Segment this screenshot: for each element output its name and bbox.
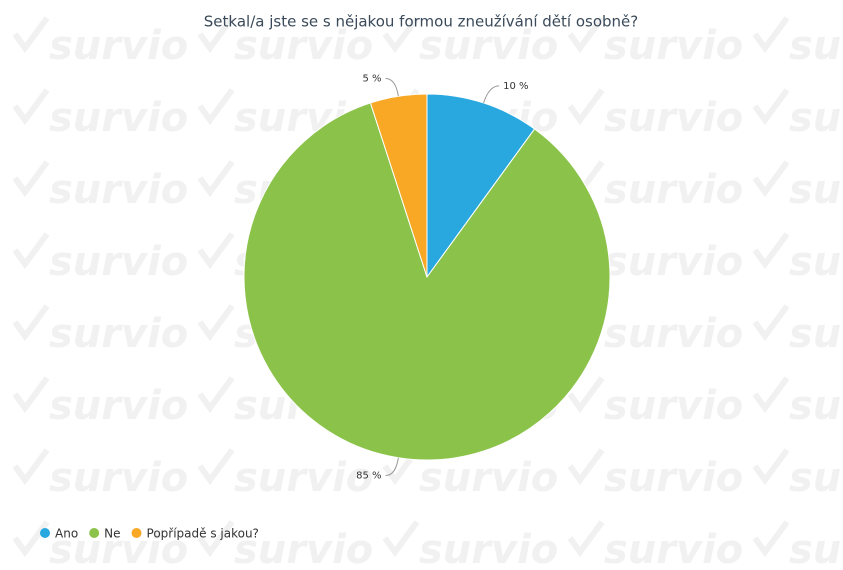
pie-slice [426, 93, 536, 279]
watermark-text: survio [789, 167, 843, 213]
watermark-text: survio [49, 311, 188, 357]
watermark-check [752, 304, 790, 342]
leader-line [385, 77, 399, 97]
watermark-text: survio [789, 455, 843, 501]
chart-title: Setkal/a jste se s nějakou formou zneuží… [204, 13, 638, 31]
watermark-check [752, 376, 790, 414]
watermark-text: survio [49, 95, 188, 141]
watermark-check [752, 232, 790, 270]
watermark-check [382, 448, 420, 486]
watermark-check [12, 232, 50, 270]
watermark-text: survio [604, 23, 743, 69]
watermark-text: survio [49, 383, 188, 429]
watermark-text: survio [419, 455, 558, 501]
leader-line [385, 457, 399, 477]
legend-label: Ano [55, 527, 78, 541]
watermark-check [567, 520, 605, 558]
watermark-check [12, 376, 50, 414]
legend-marker [131, 528, 142, 538]
legend-label: Popřípadě s jakou? [147, 527, 259, 541]
legend-marker [89, 528, 100, 538]
watermark-text: survio [49, 527, 188, 570]
watermark-check [197, 304, 235, 342]
watermark-check [752, 520, 790, 558]
pie-slice [243, 102, 611, 461]
watermark-text: survio [234, 455, 373, 501]
watermark-check [12, 520, 50, 558]
data-label: 85 % [356, 471, 381, 482]
watermark-text: survio [49, 23, 188, 69]
watermark-text: survio [604, 311, 743, 357]
watermark-check [12, 88, 50, 126]
watermark-text: survio [604, 167, 743, 213]
watermark-check [567, 376, 605, 414]
watermark-check [567, 16, 605, 54]
watermark-text: survio [234, 527, 373, 570]
legend-label: Ne [104, 527, 120, 541]
watermark-text: survio [604, 455, 743, 501]
watermark-check [197, 232, 235, 270]
pie-slice [369, 93, 428, 278]
watermark-text: survio [604, 383, 743, 429]
watermark-text: survio [789, 527, 843, 570]
watermark-text: survio [419, 527, 558, 570]
watermark-text: survio [604, 239, 743, 285]
watermark-check [12, 304, 50, 342]
watermark-check [197, 16, 235, 54]
watermark-check [12, 16, 50, 54]
watermark-check [382, 16, 420, 54]
watermark-text: survio [419, 23, 558, 69]
watermark-text: survio [49, 455, 188, 501]
watermark-text: survio [789, 311, 843, 357]
watermark-text: survio [604, 527, 743, 570]
watermark-text: survio [789, 383, 843, 429]
watermark-check [567, 448, 605, 486]
watermark-check [752, 16, 790, 54]
watermark-text: survio [234, 23, 373, 69]
watermark-check [752, 448, 790, 486]
watermark-check [567, 88, 605, 126]
watermark-check [197, 88, 235, 126]
watermark-layer: survio survio survio survio survio survio surv… [12, 16, 843, 570]
watermark-text: survio [789, 23, 843, 69]
watermark-check [382, 520, 420, 558]
watermark-text: survio [604, 95, 743, 141]
watermark-check [12, 160, 50, 198]
watermark-check [197, 160, 235, 198]
watermark-check [197, 520, 235, 558]
watermark-check [197, 376, 235, 414]
data-label: 10 % [503, 81, 528, 92]
watermark-text: survio [49, 167, 188, 213]
watermark-check [12, 448, 50, 486]
watermark-text: survio [789, 239, 843, 285]
legend-marker [40, 528, 50, 538]
leader-line [483, 85, 500, 104]
watermark-check [197, 448, 235, 486]
watermark-text: survio [49, 239, 188, 285]
watermark-check [752, 88, 790, 126]
watermark-text: survio [789, 95, 843, 141]
data-label: 5 % [363, 73, 382, 84]
watermark-check [752, 160, 790, 198]
